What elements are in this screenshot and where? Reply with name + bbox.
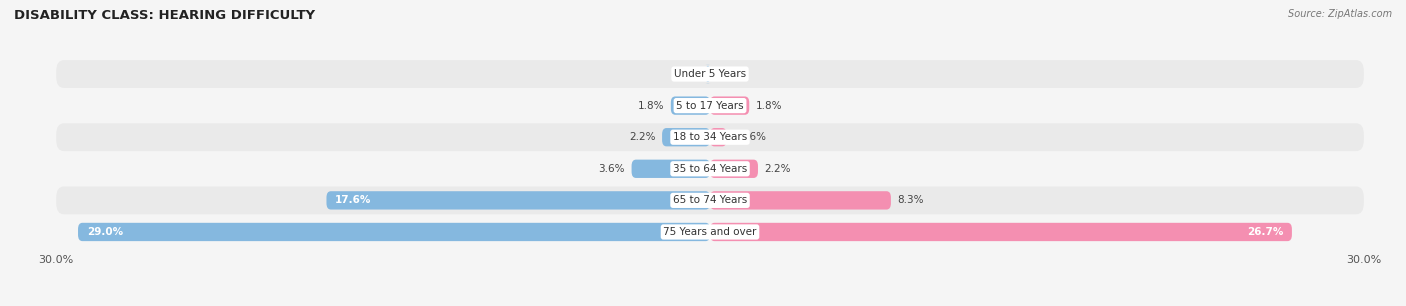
Text: Source: ZipAtlas.com: Source: ZipAtlas.com [1288, 9, 1392, 19]
FancyBboxPatch shape [56, 123, 1364, 151]
FancyBboxPatch shape [671, 96, 710, 115]
Text: 17.6%: 17.6% [335, 195, 371, 205]
FancyBboxPatch shape [706, 65, 710, 83]
FancyBboxPatch shape [326, 191, 710, 210]
Text: 0.0%: 0.0% [717, 69, 742, 79]
Text: 1.8%: 1.8% [638, 101, 664, 111]
Text: 0.2%: 0.2% [672, 69, 699, 79]
FancyBboxPatch shape [710, 223, 1292, 241]
Text: 18 to 34 Years: 18 to 34 Years [673, 132, 747, 142]
Text: DISABILITY CLASS: HEARING DIFFICULTY: DISABILITY CLASS: HEARING DIFFICULTY [14, 9, 315, 22]
Text: 65 to 74 Years: 65 to 74 Years [673, 195, 747, 205]
FancyBboxPatch shape [56, 155, 1364, 183]
Text: 2.2%: 2.2% [628, 132, 655, 142]
Text: 8.3%: 8.3% [897, 195, 924, 205]
Text: 3.6%: 3.6% [599, 164, 626, 174]
Text: Under 5 Years: Under 5 Years [673, 69, 747, 79]
FancyBboxPatch shape [662, 128, 710, 146]
Text: 35 to 64 Years: 35 to 64 Years [673, 164, 747, 174]
Text: 0.76%: 0.76% [733, 132, 766, 142]
FancyBboxPatch shape [56, 92, 1364, 120]
Text: 75 Years and over: 75 Years and over [664, 227, 756, 237]
Text: 2.2%: 2.2% [765, 164, 792, 174]
FancyBboxPatch shape [56, 60, 1364, 88]
Text: 5 to 17 Years: 5 to 17 Years [676, 101, 744, 111]
FancyBboxPatch shape [710, 191, 891, 210]
FancyBboxPatch shape [56, 186, 1364, 214]
Text: 26.7%: 26.7% [1247, 227, 1284, 237]
FancyBboxPatch shape [710, 96, 749, 115]
FancyBboxPatch shape [56, 218, 1364, 246]
FancyBboxPatch shape [710, 160, 758, 178]
Text: 1.8%: 1.8% [756, 101, 782, 111]
FancyBboxPatch shape [631, 160, 710, 178]
Text: 29.0%: 29.0% [87, 227, 122, 237]
FancyBboxPatch shape [79, 223, 710, 241]
FancyBboxPatch shape [710, 128, 727, 146]
